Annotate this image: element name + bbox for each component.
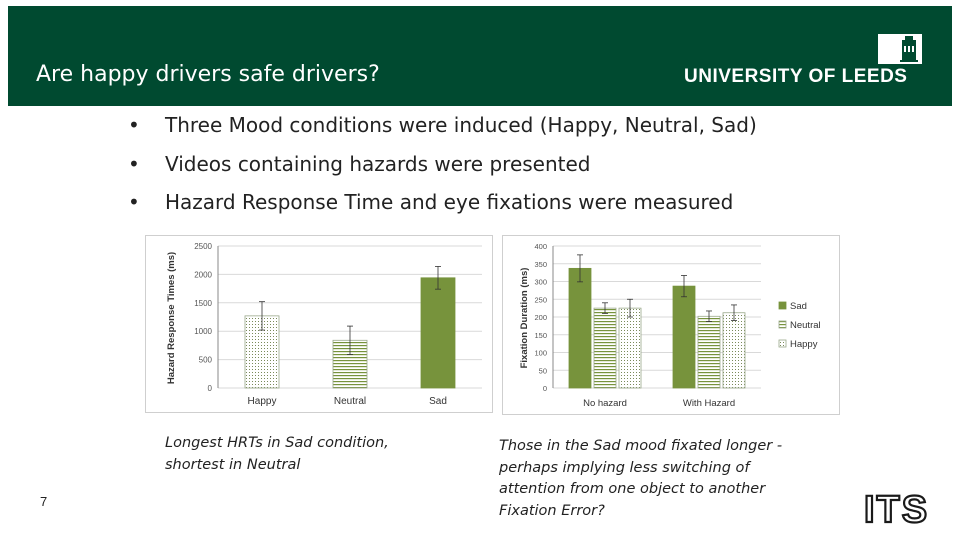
caption-line: Those in the Sad mood fixated longer - — [499, 438, 783, 454]
y-tick-label: 100 — [534, 349, 547, 358]
caption-line: Longest HRTs in Sad condition, — [165, 435, 389, 451]
header-banner — [8, 6, 952, 106]
its-logo-text: ITS — [864, 490, 929, 526]
y-tick-label: 300 — [534, 278, 547, 287]
bullet-item: • Hazard Response Time and eye fixations … — [128, 185, 757, 224]
y-tick-label: 1000 — [194, 327, 212, 336]
caption-line: shortest in Neutral — [165, 457, 301, 473]
y-tick-label: 350 — [534, 260, 547, 269]
y-tick-label: 0 — [543, 384, 547, 393]
its-logo-icon: ITS — [863, 490, 929, 526]
y-tick-label: 2500 — [194, 242, 212, 251]
legend-swatch — [778, 301, 787, 310]
bullet-marker: • — [128, 190, 140, 214]
y-tick-label: 200 — [534, 313, 547, 322]
y-tick-label: 2000 — [194, 270, 212, 279]
university-logo-text: UNIVERSITY OF LEEDS — [684, 66, 908, 87]
legend-label: Neutral — [790, 320, 821, 331]
caption-line: attention from one object to another — [499, 481, 766, 497]
y-axis-label: Fixation Duration (ms) — [519, 268, 530, 369]
caption-line: Fixation Error? — [499, 502, 605, 519]
legend-swatch — [778, 320, 787, 329]
y-tick-label: 1500 — [194, 299, 212, 308]
caption-line: perhaps implying less switching of — [499, 459, 750, 476]
fixation-duration-chart: 0 50 100 150 200 250 300 350 400 Fixation Duratio… — [519, 242, 821, 409]
y-tick-label: 150 — [534, 331, 547, 340]
x-tick-label: No hazard — [583, 398, 627, 409]
bar — [568, 267, 592, 389]
y-tick-label: 400 — [534, 242, 547, 251]
x-tick-label: Sad — [429, 396, 447, 407]
bullet-text: Videos containing hazards were presented — [165, 151, 591, 176]
bullet-marker: • — [128, 113, 140, 137]
bar — [420, 277, 456, 389]
hazard-response-chart-frame: 0 500 1000 1500 2000 2500 Hazard Response Time… — [145, 235, 493, 413]
legend-label: Happy — [790, 339, 818, 350]
y-tick-label: 500 — [199, 356, 213, 365]
bullet-marker: • — [128, 151, 140, 176]
hazard-response-chart: 0 500 1000 1500 2000 2500 Hazard Response Time… — [166, 242, 482, 407]
bar — [618, 307, 642, 389]
bullet-item: • Videos containing hazards were presente… — [128, 147, 757, 186]
bar — [672, 285, 696, 389]
x-tick-label: Neutral — [334, 396, 366, 407]
bullet-text: Hazard Response Time and eye fixations w… — [165, 190, 734, 214]
caption-right: Those in the Sad mood fixated longer - p… — [499, 436, 782, 522]
caption-left: Longest HRTs in Sad condition, shortest … — [165, 432, 389, 476]
y-tick-label: 50 — [539, 366, 547, 375]
y-tick-label: 0 — [208, 384, 213, 393]
x-tick-label: Happy — [248, 396, 277, 407]
university-crest-icon — [878, 34, 922, 64]
bar — [593, 307, 617, 389]
bullet-list: • Three Mood conditions were induced (Hap… — [128, 108, 757, 224]
bar — [697, 315, 721, 389]
x-tick-label: With Hazard — [683, 398, 735, 409]
page-number: 7 — [40, 494, 48, 509]
legend-label: Sad — [790, 301, 807, 312]
y-axis-label: Hazard Response Times (ms) — [166, 252, 177, 384]
fixation-duration-chart-frame: 0 50 100 150 200 250 300 350 400 Fixation Duratio… — [502, 235, 840, 415]
bullet-text: Three Mood conditions were induced (Happ… — [165, 113, 757, 137]
slide-title: Are happy drivers safe drivers? — [36, 62, 380, 87]
legend-swatch — [778, 339, 787, 348]
y-tick-label: 250 — [534, 295, 547, 304]
bar — [722, 312, 746, 389]
bullet-item: • Three Mood conditions were induced (Hap… — [128, 108, 757, 147]
